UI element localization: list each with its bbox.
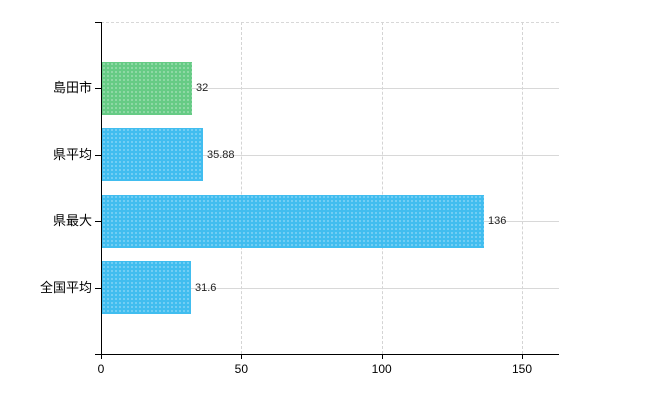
x-gridline-150 [522, 22, 523, 354]
x-axis-tick-100 [381, 354, 383, 359]
bar-1 [102, 128, 203, 181]
category-label-1: 県平均 [52, 147, 92, 162]
bar-0 [102, 62, 192, 115]
x-tick-label-100: 100 [371, 362, 392, 376]
x-tick-label-50: 50 [234, 362, 248, 376]
y-axis-tick-0 [95, 88, 101, 89]
x-gridline-50 [241, 22, 243, 354]
category-label-3: 全国平均 [39, 280, 92, 295]
y-axis-line [101, 22, 102, 355]
x-axis-tick-50 [241, 354, 243, 359]
category-label-2: 県最大 [52, 213, 92, 228]
category-gridline-3 [101, 288, 559, 289]
bar-3 [102, 261, 191, 314]
x-axis-line [95, 354, 559, 355]
y-axis-tick-3 [95, 288, 101, 289]
x-gridline-100 [381, 22, 383, 354]
x-tick-label-150: 150 [511, 362, 533, 376]
x-tick-label-0: 0 [97, 362, 105, 376]
bar-2 [102, 195, 484, 248]
plot-top-border [101, 22, 559, 23]
category-gridline-1 [101, 155, 559, 156]
category-label-0: 島田市 [52, 80, 92, 95]
value-label-3: 31.6 [195, 282, 217, 294]
value-label-1: 35.88 [207, 149, 235, 161]
value-label-0: 32 [196, 82, 209, 94]
x-axis-tick-150 [522, 354, 523, 359]
value-label-2: 136 [488, 215, 507, 227]
y-axis-tick-2 [95, 221, 101, 222]
y-axis-top-tick [95, 22, 101, 23]
x-axis-tick-0 [101, 354, 102, 359]
y-axis-tick-1 [95, 155, 101, 156]
category-gridline-0 [101, 88, 559, 89]
